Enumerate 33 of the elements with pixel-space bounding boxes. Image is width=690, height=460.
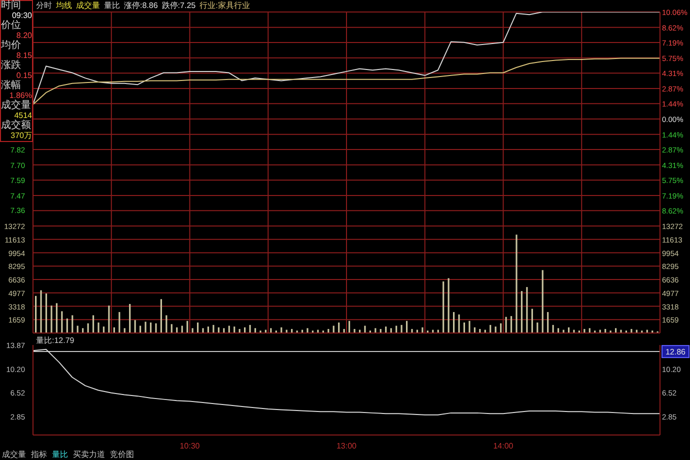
text: 均线 (56, 0, 72, 11)
text: 1.86% (9, 91, 32, 100)
text: 买卖力道 (73, 450, 105, 460)
ref-line-label: 12.86 (665, 348, 686, 357)
text: 均价 (1, 40, 22, 51)
text: 涨停:8.86 (124, 0, 158, 11)
text: 0.15 (15, 71, 32, 80)
text: 8.15 (16, 51, 32, 60)
annotation: 量比:12.79 (36, 336, 74, 346)
line-series (33, 58, 660, 105)
line-series (33, 348, 660, 416)
text: 行业:家具行业 (200, 0, 250, 11)
text: 跌停:7.25 (162, 0, 196, 11)
text: 量比 (104, 0, 120, 11)
text: 成交额 (1, 120, 32, 131)
text: 成交量 (76, 0, 100, 11)
text: 量比 (52, 450, 68, 460)
text: 8.20 (15, 31, 32, 40)
text: 成交量 (2, 450, 26, 460)
text: 成交量 (1, 100, 32, 111)
text: 4514 (14, 111, 32, 120)
text: 指标 (31, 450, 47, 460)
x-tick-label: 14:00 (493, 442, 514, 451)
text: 涨幅 (1, 80, 22, 91)
text: 370万 (10, 131, 32, 141)
text: 09:30 (10, 11, 32, 20)
x-tick-label: 10:30 (180, 442, 200, 451)
text: 涨跌 (1, 60, 22, 71)
text: 竞价图 (110, 450, 134, 460)
text: 价位 (1, 20, 22, 31)
x-tick-label: 13:00 (336, 442, 358, 451)
text: 分时 (36, 0, 52, 11)
text: 时间 (1, 0, 22, 11)
